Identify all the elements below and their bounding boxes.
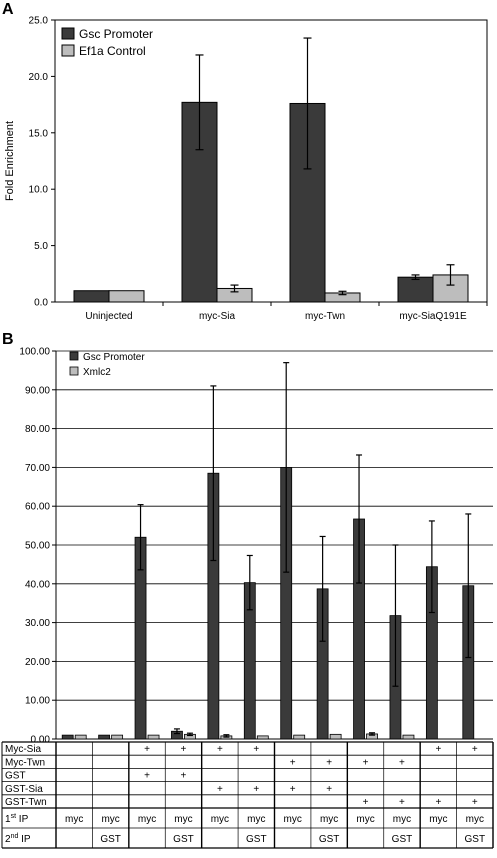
y-tick-label: 10.00	[25, 696, 50, 707]
y-tick-label: 100.00	[19, 347, 50, 358]
ip-row-label: 2nd IP	[5, 833, 31, 845]
ip-cell: myc	[466, 814, 484, 825]
ip-cell: myc	[247, 814, 265, 825]
table-cell: +	[253, 784, 259, 795]
chart-a: 0.0 5.0 10.0 15.0 20.0 25.0 Fold Enrichment Uni…	[4, 16, 488, 322]
y-axis-title: Fold Enrichment	[4, 121, 16, 201]
x-tick-label: myc-SiaQ191E	[399, 311, 467, 322]
ip-cell: GST	[465, 834, 486, 845]
y-tick-label: 40.00	[25, 579, 50, 590]
legend-swatch	[61, 44, 75, 57]
table-cell: +	[290, 784, 296, 795]
table-cell: +	[217, 744, 223, 755]
table-cell: +	[326, 784, 332, 795]
legend-swatch	[69, 366, 79, 376]
table-cell: +	[435, 797, 441, 808]
table-cell: +	[144, 744, 150, 755]
x-tick-label: myc-Sia	[199, 311, 236, 322]
panel-a-letter: A	[2, 1, 14, 18]
table-cell: +	[181, 771, 187, 782]
xmlc2-bar	[256, 735, 269, 740]
y-tick-label: 60.00	[25, 502, 50, 513]
xmlc2-bar	[74, 734, 87, 740]
ip-cell: myc	[174, 814, 192, 825]
y-tick-label: 80.00	[25, 424, 50, 435]
table-cell: +	[253, 744, 259, 755]
table-cell: +	[472, 744, 478, 755]
table-cell: +	[435, 744, 441, 755]
table-row-label: Myc-Twn	[5, 757, 45, 768]
condition-table: Myc-Sia + + + + + + Myc-Twn + + + + GST + + GST-Sia + + + +…	[1, 741, 494, 849]
xmlc2-bar	[329, 733, 342, 740]
ip-cell: GST	[173, 834, 194, 845]
xmlc2-bar	[402, 734, 415, 740]
gsc-bar	[397, 276, 434, 303]
y-tick-label: 70.00	[25, 463, 50, 474]
xmlc2-bar	[111, 734, 124, 740]
x-tick-label: Uninjected	[85, 311, 132, 322]
ip-cell: myc	[429, 814, 447, 825]
ip-cell: GST	[246, 834, 267, 845]
panel-b-letter: B	[2, 331, 14, 348]
y-tick-label: 15.0	[29, 128, 49, 139]
y-tick-label: 20.00	[25, 657, 50, 668]
table-cell: +	[144, 771, 150, 782]
ip-cell: myc	[284, 814, 302, 825]
legend-swatch	[61, 27, 75, 40]
table-cell: +	[363, 757, 369, 768]
ip-cell: GST	[392, 834, 413, 845]
ip-cell: myc	[393, 814, 411, 825]
table-cell: +	[290, 757, 296, 768]
table-row-label: Myc-Sia	[5, 744, 42, 755]
gsc-bar	[73, 290, 110, 303]
y-tick-label: 90.00	[25, 385, 50, 396]
xmlc2-bar	[147, 734, 160, 740]
ip-cell: myc	[101, 814, 119, 825]
y-tick-label: 5.0	[34, 241, 48, 252]
table-row-label: GST-Twn	[5, 797, 47, 808]
ef1a-bar	[108, 290, 145, 303]
table-cell: +	[472, 797, 478, 808]
legend-label: Xmlc2	[83, 367, 111, 378]
table-row-label: GST	[5, 771, 26, 782]
legend-swatch	[69, 351, 79, 361]
y-tick-label: 0.00	[31, 735, 51, 746]
legend-label: Gsc Promoter	[79, 27, 153, 41]
table-cell: +	[399, 797, 405, 808]
y-tick-label: 0.0	[34, 298, 48, 309]
ip-row-label: 1st IP	[5, 813, 29, 825]
table-cell: +	[181, 744, 187, 755]
table-cell: +	[399, 757, 405, 768]
gsc-bar	[61, 734, 74, 740]
y-tick-label: 20.0	[29, 72, 49, 83]
gsc-bar	[98, 734, 111, 740]
y-tick-label: 10.0	[29, 185, 49, 196]
y-tick-label: 25.0	[29, 16, 49, 27]
xmlc2-bar	[293, 734, 306, 740]
ip-cell: myc	[138, 814, 156, 825]
y-tick-label: 50.00	[25, 541, 50, 552]
legend-label: Gsc Promoter	[83, 352, 145, 363]
plot-area-frame	[54, 19, 488, 303]
table-cell: +	[217, 784, 223, 795]
ip-cell: myc	[356, 814, 374, 825]
table-row-label: GST-Sia	[5, 784, 43, 795]
chart-b: 0.00 10.00 20.00 30.00 40.00 50.00 60.00 70.00 8…	[19, 347, 493, 746]
ip-cell: myc	[65, 814, 83, 825]
y-tick-label: 30.00	[25, 618, 50, 629]
ip-cell: myc	[320, 814, 338, 825]
table-cell: +	[363, 797, 369, 808]
ip-cell: GST	[100, 834, 121, 845]
x-tick-label: myc-Twn	[305, 311, 345, 322]
ip-cell: myc	[211, 814, 229, 825]
ip-cell: GST	[319, 834, 340, 845]
legend-label: Ef1a Control	[79, 44, 146, 58]
table-cell: +	[326, 757, 332, 768]
